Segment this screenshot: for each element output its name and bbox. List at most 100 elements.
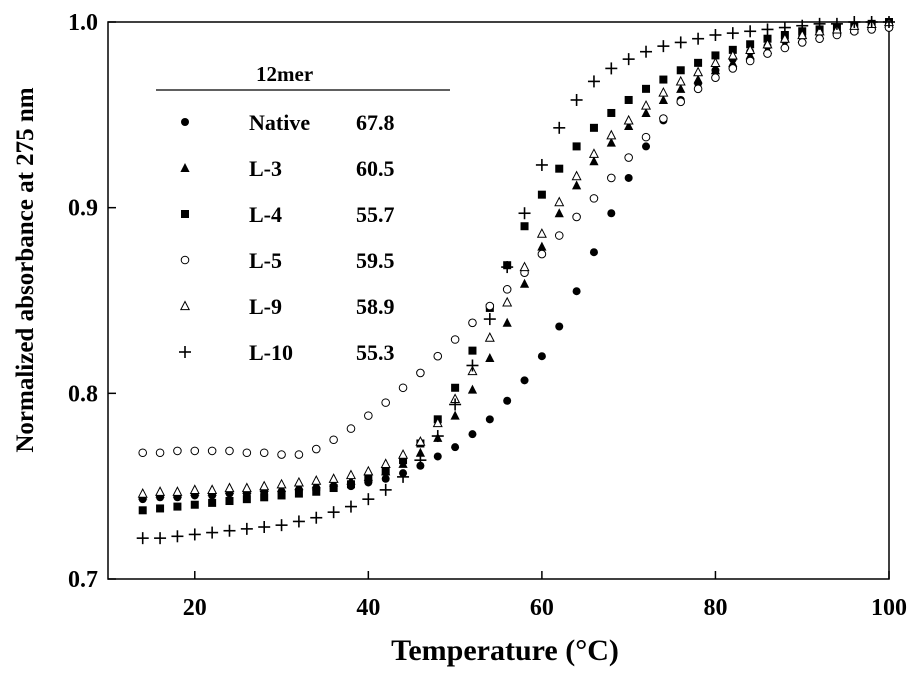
data-point-l-9-shape (432, 417, 443, 428)
data-point-l-9-shape (276, 478, 287, 489)
data-point-l-5 (572, 212, 581, 222)
data-point-l-5 (676, 97, 686, 107)
legend-marker-l-5-shape (180, 255, 190, 265)
data-point-l-3-shape (502, 317, 512, 327)
data-point-l-5 (329, 435, 338, 445)
data-point-l-5-shape (329, 435, 338, 445)
data-point-l-10 (275, 519, 288, 532)
data-point-l-4 (607, 108, 616, 117)
data-point-l-10 (813, 17, 826, 30)
data-point-l-9 (137, 488, 148, 498)
data-point-l-10 (778, 21, 791, 34)
data-point-l-3 (693, 74, 703, 84)
legend-marker-native (181, 118, 189, 126)
data-point-l-4 (242, 495, 251, 504)
data-point-l-4-shape (329, 484, 338, 493)
data-point-l-9-shape (571, 170, 582, 181)
data-point-l-5-shape (450, 335, 460, 344)
legend-marker-native-shape (181, 118, 189, 126)
data-point-l-3 (519, 278, 530, 288)
data-point-l-9-shape (519, 261, 530, 272)
data-point-l-9 (797, 29, 808, 40)
data-point-l-9 (241, 482, 252, 493)
data-point-l-5 (780, 43, 790, 53)
data-point-native-shape (451, 443, 460, 452)
data-point-l-10 (379, 483, 392, 496)
data-point-l-4 (381, 467, 390, 476)
data-points (136, 16, 895, 545)
data-point-l-10 (136, 532, 149, 545)
data-point-l-10 (223, 524, 236, 537)
data-point-l-10 (796, 19, 809, 32)
data-point-l-4 (156, 504, 165, 513)
data-point-l-5 (207, 446, 217, 456)
legend-entry-l-5: L-5 59.5 (180, 248, 395, 273)
data-point-l-5 (485, 301, 495, 311)
data-point-l-3 (658, 94, 668, 104)
data-point-l-5-shape (659, 114, 668, 123)
data-point-l-4-shape (624, 95, 633, 104)
data-point-l-4 (676, 66, 685, 75)
legend-entry-l-9: L-9 58.9 (179, 294, 395, 319)
data-point-l-9-shape (155, 486, 166, 496)
legend-series-tm: 58.9 (356, 294, 395, 319)
data-point-l-9 (259, 480, 270, 491)
series-l-10 (136, 16, 895, 545)
data-point-l-10 (553, 121, 566, 134)
data-point-native-shape (381, 474, 390, 483)
data-point-l-5-shape (728, 64, 738, 73)
legend-series-name: Native (249, 110, 310, 135)
data-point-l-9 (380, 458, 391, 468)
data-point-l-5-shape (155, 448, 165, 458)
series-l-5 (138, 23, 894, 459)
data-point-l-4 (260, 493, 269, 502)
data-point-native-shape (468, 430, 477, 439)
data-point-l-9-shape (727, 49, 738, 60)
data-point-l-5-shape (259, 448, 269, 458)
y-tick-label: 1.0 (68, 10, 98, 36)
data-point-l-9 (762, 38, 773, 49)
legend-marker-l-4-shape (181, 210, 189, 218)
data-point-native (520, 376, 529, 385)
data-point-l-4-shape (242, 495, 251, 504)
data-point-l-5-shape (398, 383, 408, 393)
data-point-l-3-shape (572, 180, 582, 190)
data-point-native (485, 415, 494, 424)
data-point-l-4-shape (156, 504, 165, 513)
data-point-l-9-shape (345, 469, 357, 480)
data-point-l-3-shape (676, 83, 686, 93)
data-point-l-9-shape (259, 480, 270, 491)
data-point-l-4-shape (537, 190, 546, 199)
data-point-l-5-shape (763, 49, 772, 58)
data-point-l-5 (294, 450, 304, 459)
data-point-l-3-shape (641, 107, 651, 117)
data-point-l-4 (520, 222, 529, 231)
data-point-l-5-shape (607, 173, 616, 183)
data-point-l-10 (570, 93, 583, 106)
data-point-l-5-shape (745, 56, 755, 66)
data-point-l-4 (555, 164, 564, 173)
data-point-l-10 (397, 470, 410, 483)
data-point-l-3 (415, 447, 425, 457)
data-point-l-4 (294, 489, 303, 498)
data-point-l-3 (572, 180, 582, 190)
data-point-l-4-shape (260, 493, 269, 502)
data-point-l-9 (727, 49, 738, 60)
data-point-l-9-shape (172, 486, 183, 496)
data-point-l-5 (641, 132, 651, 142)
data-point-l-9-shape (207, 484, 218, 494)
data-point-l-5-shape (815, 34, 824, 44)
data-point-l-5-shape (381, 398, 390, 407)
data-point-native-shape (537, 352, 546, 361)
data-point-l-4-shape (642, 84, 651, 93)
data-point-l-4-shape (589, 123, 598, 132)
data-point-l-9-shape (693, 66, 704, 77)
data-point-l-10 (414, 454, 427, 467)
data-point-l-10 (865, 16, 878, 28)
data-point-l-4-shape (659, 75, 668, 84)
data-point-l-9-shape (779, 33, 790, 43)
data-point-l-10 (431, 430, 444, 443)
data-point-l-10 (310, 511, 323, 524)
data-point-l-9-shape (311, 475, 322, 485)
legend-series-tm: 55.7 (356, 202, 395, 227)
